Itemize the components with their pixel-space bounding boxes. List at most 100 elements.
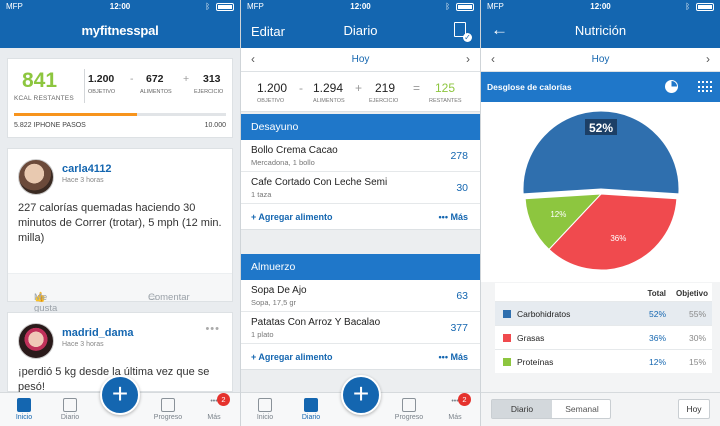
post-username[interactable]: carla4112 — [62, 163, 112, 175]
tab-label: Progreso — [153, 414, 183, 421]
food-serving: Mercadona, 1 bollo — [251, 158, 315, 167]
edit-button[interactable]: Editar — [251, 24, 285, 39]
food-calories: 278 — [450, 150, 468, 162]
tab-diario[interactable]: Diario — [291, 393, 331, 426]
progress-icon — [402, 398, 416, 412]
exercise-value: 313 — [203, 73, 221, 85]
macro-name: Grasas — [517, 333, 545, 343]
page-title: Diario — [343, 23, 378, 38]
tab-mas[interactable]: ••• Más 2 — [194, 393, 234, 426]
macro-table: Total Objetivo Carbohidratos 52% 55% Gra… — [495, 283, 712, 373]
diary-complete-icon[interactable] — [454, 22, 472, 42]
food-serving: Sopa, 17,5 gr — [251, 298, 297, 307]
calories-summary-card[interactable]: 841 KCAL RESTANTES 1.200 OBJETIVO - 672 … — [7, 58, 233, 138]
goal-label: OBJETIVO — [88, 89, 116, 95]
exercise-value: 219 — [375, 81, 396, 95]
today-button[interactable]: Hoy — [678, 399, 710, 419]
tab-progreso[interactable]: Progreso — [389, 393, 429, 426]
steps-progress-fill — [14, 113, 137, 116]
date-selector: ‹ Hoy › — [481, 48, 720, 72]
minus-sign: - — [130, 73, 134, 85]
breakdown-header: Desglose de calorías — [481, 72, 720, 102]
post-text: 227 calorías quemadas haciendo 30 minuto… — [18, 202, 222, 244]
carrier-label: MFP — [247, 2, 264, 11]
pie-slice-carbohidratos[interactable] — [522, 110, 680, 195]
tab-label: Diario — [60, 414, 80, 421]
table-row[interactable]: Proteínas 12% 15% — [495, 349, 712, 373]
tab-progreso[interactable]: Progreso — [148, 393, 188, 426]
color-swatch — [503, 310, 511, 318]
macro-goal: 15% — [688, 357, 706, 367]
period-toolbar: Diario Semanal Hoy — [481, 392, 720, 426]
macro-name: Proteínas — [517, 357, 554, 367]
prev-day-button[interactable]: ‹ — [491, 52, 495, 66]
post-username[interactable]: madrid_dama — [62, 327, 134, 339]
equals-sign: = — [413, 81, 421, 95]
back-arrow-icon[interactable]: ← — [491, 20, 508, 39]
tab-bar: Inicio Diario + Progreso ••• Más 2 — [0, 375, 240, 426]
add-food-button[interactable]: + Agregar alimento — [251, 212, 333, 222]
nav-bar: ← Nutrición — [481, 14, 720, 48]
goal-value: 1.200 — [88, 73, 115, 85]
segment-daily[interactable]: Diario — [492, 400, 552, 418]
add-button[interactable]: + — [100, 375, 140, 415]
food-item[interactable]: Bollo Crema Cacao Mercadona, 1 bollo 278 — [241, 140, 480, 172]
macro-name: Carbohidratos — [517, 309, 571, 319]
meal-header-almuerzo: Almuerzo — [241, 254, 480, 280]
food-value: 1.294 — [313, 81, 344, 95]
food-item[interactable]: Patatas Con Arroz Y Bacalao 1 plato 377 — [241, 312, 480, 344]
carrier-label: MFP — [487, 2, 504, 11]
nav-bar: myfitnesspal — [0, 14, 240, 48]
food-calories: 63 — [456, 290, 468, 302]
like-label: Me gusta — [34, 292, 58, 314]
macro-pie-chart: 52% 36% 12% — [481, 102, 720, 282]
more-button[interactable]: ••• Más — [438, 212, 468, 222]
comment-label: Comentar — [148, 292, 190, 303]
bluetooth-icon: ᛒ — [205, 2, 210, 11]
prev-day-button[interactable]: ‹ — [251, 52, 255, 66]
add-food-button[interactable]: + Agregar alimento — [251, 352, 333, 362]
tab-mas[interactable]: ••• Más 2 — [435, 393, 475, 426]
tab-inicio[interactable]: Inicio — [4, 393, 44, 426]
tab-label: Diario — [301, 414, 321, 421]
remaining-label: RESTANTES — [429, 98, 462, 104]
add-button[interactable]: + — [341, 375, 381, 415]
period-segmented-control: Diario Semanal — [491, 399, 611, 419]
post-more-button[interactable]: ••• — [205, 323, 220, 335]
food-item[interactable]: Cafe Cortado Con Leche Semi 1 taza 30 — [241, 172, 480, 204]
column-goal: Objetivo — [675, 289, 708, 298]
food-item[interactable]: Sopa De Ajo Sopa, 17,5 gr 63 — [241, 280, 480, 312]
food-serving: 1 plato — [251, 330, 274, 339]
segment-weekly[interactable]: Semanal — [565, 404, 599, 414]
tab-inicio[interactable]: Inicio — [245, 393, 285, 426]
avatar[interactable] — [18, 323, 54, 359]
breakfast-actions: + Agregar alimento ••• Más — [241, 204, 480, 230]
home-icon — [17, 398, 31, 412]
table-row[interactable]: Carbohidratos 52% 55% — [495, 301, 712, 325]
plus-sign: + — [355, 81, 363, 95]
macro-total: 36% — [648, 333, 666, 343]
post-time: Hace 3 horas — [62, 341, 104, 348]
diary-icon — [63, 398, 77, 412]
pie-slice-proteínas[interactable] — [524, 193, 603, 251]
tab-diario[interactable]: Diario — [50, 393, 90, 426]
notification-badge: 2 — [217, 393, 230, 406]
macro-total: 52% — [648, 309, 666, 319]
pie-slice-grasas[interactable] — [548, 193, 678, 271]
pie-label-background — [585, 119, 617, 135]
next-day-button[interactable]: › — [706, 52, 710, 66]
next-day-button[interactable]: › — [466, 52, 470, 66]
tab-label: Inicio — [15, 414, 33, 421]
date-label[interactable]: Hoy — [591, 54, 610, 65]
avatar[interactable] — [18, 159, 54, 195]
divider — [84, 69, 85, 103]
pie-chart-icon[interactable] — [665, 80, 678, 93]
food-label: ALIMENTOS — [313, 98, 345, 104]
food-name: Patatas Con Arroz Y Bacalao — [251, 317, 381, 328]
pie-svg: 52% 36% 12% — [522, 110, 680, 271]
list-view-icon[interactable] — [698, 81, 712, 92]
more-button[interactable]: ••• Más — [438, 352, 468, 362]
date-label[interactable]: Hoy — [351, 54, 370, 65]
table-row[interactable]: Grasas 36% 30% — [495, 325, 712, 349]
battery-icon — [216, 3, 234, 11]
